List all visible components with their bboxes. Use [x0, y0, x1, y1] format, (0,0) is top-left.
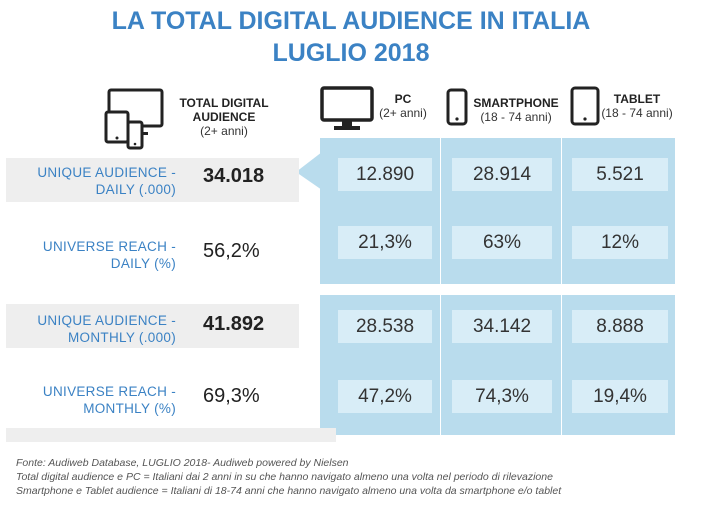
header-tablet-sub: (18 - 74 anni) [601, 106, 673, 120]
tablet-daily-reach: 12% [572, 226, 668, 259]
pc-monthly-audience: 28.538 [338, 310, 432, 343]
row-label-daily-audience: UNIQUE AUDIENCE - DAILY (.000) [37, 164, 176, 198]
tablet-monthly-audience: 8.888 [572, 310, 668, 343]
total-daily-reach: 56,2% [203, 240, 260, 262]
smartphone-daily-reach: 63% [452, 226, 552, 259]
header-smartphone-label: SMARTPHONE [473, 96, 559, 110]
multi-device-icon [104, 88, 164, 150]
column-divider [561, 295, 562, 435]
header-total-sub: (2+ anni) [200, 124, 248, 138]
header-total: TOTAL DIGITAL AUDIENCE (2+ anni) [172, 96, 276, 138]
smartphone-icon [446, 88, 468, 126]
row-label-line: UNIQUE AUDIENCE - [37, 165, 176, 180]
smartphone-daily-audience: 28.914 [452, 158, 552, 191]
total-monthly-reach: 69,3% [203, 385, 260, 407]
total-daily-audience: 34.018 [203, 165, 265, 187]
row-label-line: DAILY (.000) [95, 182, 176, 197]
page-subtitle: LUGLIO 2018 [272, 39, 430, 67]
row-label-monthly-reach: UNIVERSE REACH - MONTHLY (%) [43, 383, 176, 417]
footer-note-mobile: Smartphone e Tablet audience = Italiani … [16, 485, 562, 497]
row-label-line: DAILY (%) [110, 256, 176, 271]
row-label-monthly-audience: UNIQUE AUDIENCE - MONTHLY (.000) [37, 312, 176, 346]
pc-daily-audience: 12.890 [338, 158, 432, 191]
table-bottom-bar [6, 428, 336, 442]
tablet-daily-audience: 5.521 [572, 158, 668, 191]
header-tablet: TABLET (18 - 74 anni) [598, 92, 676, 120]
row-label-line: UNIVERSE REACH - [42, 384, 176, 399]
total-monthly-audience: 41.892 [203, 313, 265, 335]
header-total-line2: AUDIENCE [192, 110, 256, 124]
header-tablet-label: TABLET [613, 92, 661, 106]
tablet-monthly-reach: 19,4% [572, 380, 668, 413]
column-divider [561, 138, 562, 284]
row-label-line: MONTHLY (.000) [68, 330, 176, 345]
pc-monthly-reach: 47,2% [338, 380, 432, 413]
page-title: LA TOTAL DIGITAL AUDIENCE IN ITALIA [111, 7, 591, 35]
header-pc-label: PC [394, 92, 412, 106]
smartphone-monthly-reach: 74,3% [452, 380, 552, 413]
row-bg-monthly-audience [6, 304, 299, 348]
header-pc-sub: (2+ anni) [379, 106, 427, 120]
header-pc: PC (2+ anni) [374, 92, 432, 120]
panel-pointer [296, 152, 322, 190]
footer-source: Fonte: Audiweb Database, LUGLIO 2018- Au… [16, 457, 349, 469]
tablet-icon [570, 86, 600, 126]
pc-daily-reach: 21,3% [338, 226, 432, 259]
row-label-line: UNIVERSE REACH - [42, 239, 176, 254]
column-divider [440, 138, 441, 284]
column-divider [440, 295, 441, 435]
header-smartphone: SMARTPHONE (18 - 74 anni) [468, 96, 564, 124]
footer-note-pc: Total digital audience e PC = Italiani d… [16, 471, 553, 483]
row-label-line: UNIQUE AUDIENCE - [37, 313, 176, 328]
smartphone-monthly-audience: 34.142 [452, 310, 552, 343]
row-label-daily-reach: UNIVERSE REACH - DAILY (%) [43, 238, 176, 272]
row-label-line: MONTHLY (%) [83, 401, 176, 416]
monitor-icon [320, 86, 374, 130]
header-total-line1: TOTAL DIGITAL [179, 96, 269, 110]
row-bg-daily-audience [6, 158, 299, 202]
header-smartphone-sub: (18 - 74 anni) [480, 110, 552, 124]
